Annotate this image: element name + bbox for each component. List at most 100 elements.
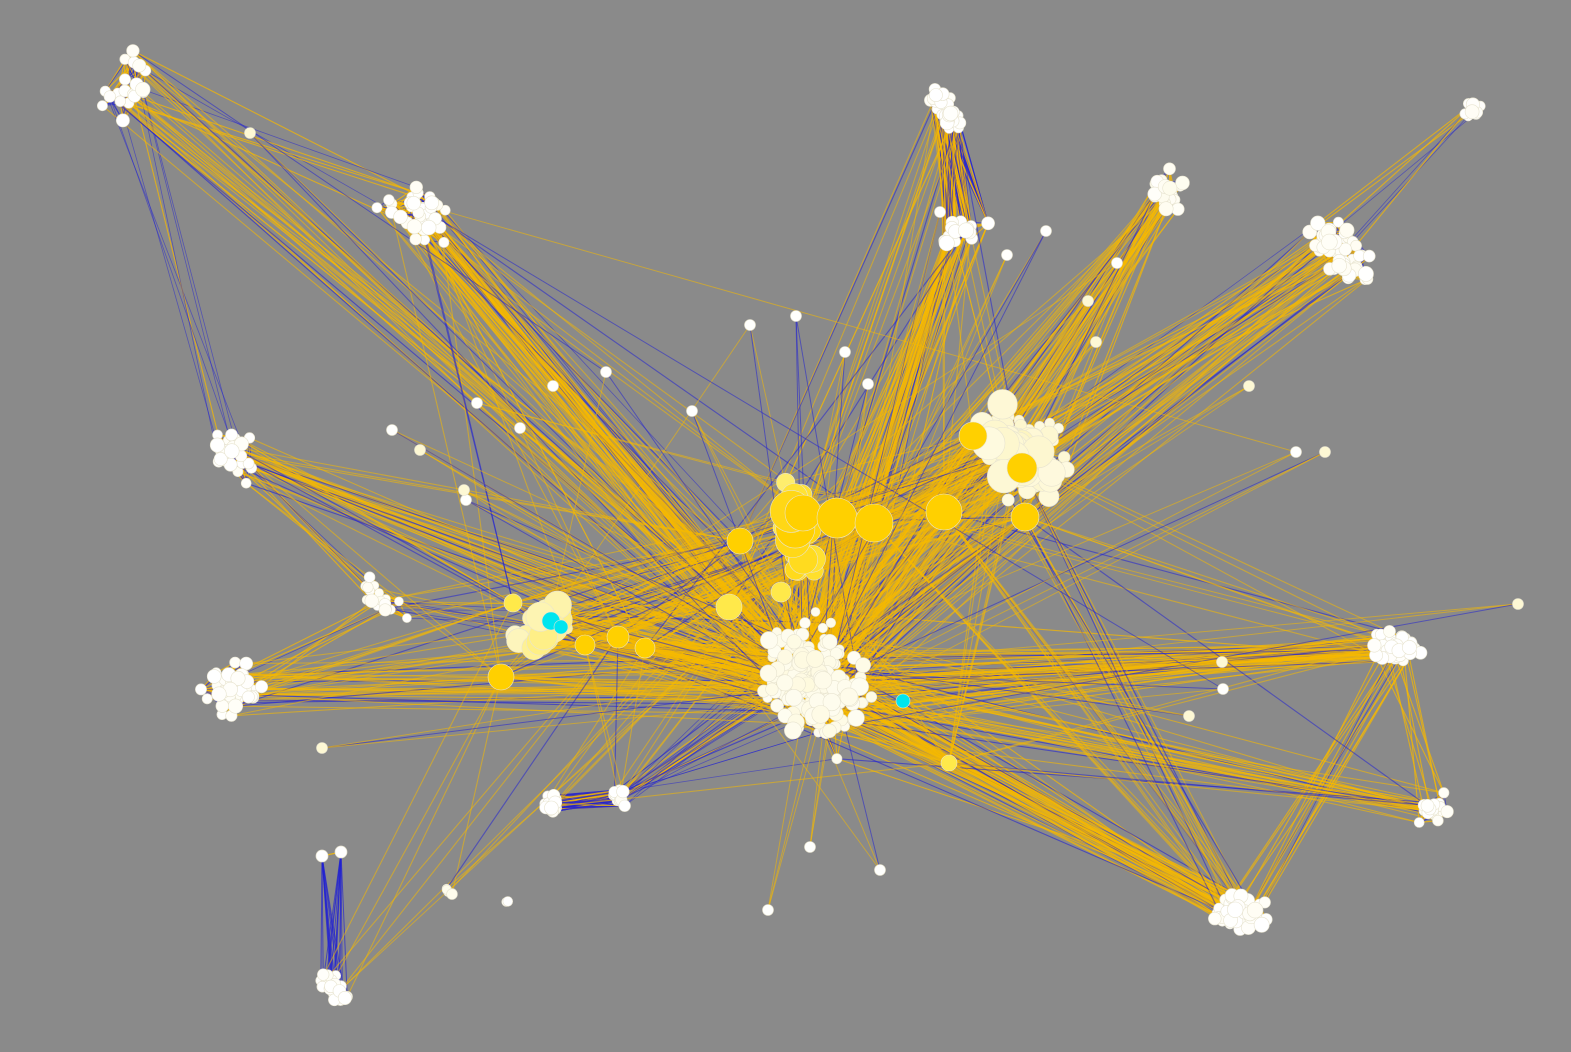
node[interactable] [393, 209, 408, 225]
node[interactable] [616, 784, 630, 799]
node[interactable] [770, 698, 784, 713]
node[interactable] [1362, 249, 1376, 263]
node[interactable] [760, 631, 779, 650]
node[interactable] [409, 233, 422, 246]
hub-node[interactable] [784, 494, 822, 532]
node[interactable] [874, 864, 886, 876]
node[interactable] [822, 693, 841, 712]
node[interactable] [244, 127, 256, 139]
node[interactable] [829, 647, 843, 660]
node[interactable] [790, 310, 802, 322]
hub-node[interactable] [606, 625, 630, 649]
node[interactable] [618, 799, 631, 812]
node[interactable] [799, 617, 811, 629]
hub-node[interactable] [634, 637, 656, 659]
node[interactable] [211, 686, 227, 702]
hub-node[interactable] [1006, 452, 1038, 484]
node[interactable] [1319, 446, 1331, 458]
hub-node[interactable] [925, 493, 963, 531]
node[interactable] [242, 457, 255, 470]
node[interactable] [810, 607, 821, 617]
node[interactable] [1339, 222, 1355, 238]
node[interactable] [817, 622, 828, 634]
node[interactable] [1040, 225, 1052, 237]
node[interactable] [777, 649, 793, 665]
node[interactable] [230, 670, 246, 686]
node[interactable] [206, 669, 222, 684]
node[interactable] [544, 800, 559, 816]
node[interactable] [119, 73, 131, 86]
node[interactable] [1171, 202, 1185, 216]
node[interactable] [784, 721, 802, 740]
node[interactable] [804, 841, 816, 853]
node[interactable] [776, 674, 794, 692]
node[interactable] [839, 687, 859, 706]
node[interactable] [822, 723, 837, 738]
node[interactable] [424, 195, 440, 211]
node[interactable] [458, 484, 470, 496]
node[interactable] [1290, 446, 1302, 458]
node[interactable] [241, 690, 255, 704]
hub-node[interactable] [574, 634, 596, 656]
node[interactable] [201, 693, 213, 705]
node[interactable] [1383, 625, 1396, 638]
node[interactable] [402, 613, 412, 623]
node[interactable] [1512, 598, 1524, 610]
node[interactable] [839, 346, 851, 358]
node[interactable] [1438, 787, 1450, 799]
node[interactable] [315, 849, 329, 863]
node[interactable] [942, 105, 959, 122]
node[interactable] [1111, 257, 1123, 269]
node[interactable] [1258, 896, 1271, 909]
hub-node[interactable] [940, 754, 958, 772]
node[interactable] [114, 95, 127, 107]
node[interactable] [446, 888, 458, 900]
node[interactable] [1162, 180, 1178, 196]
node[interactable] [686, 405, 698, 417]
highlight-node[interactable] [553, 619, 569, 635]
node[interactable] [116, 113, 130, 128]
node[interactable] [1440, 805, 1454, 819]
node[interactable] [195, 683, 207, 696]
node[interactable] [938, 235, 955, 252]
node[interactable] [1217, 683, 1229, 695]
hub-node[interactable] [958, 421, 988, 451]
node[interactable] [394, 596, 404, 607]
node[interactable] [1367, 638, 1382, 653]
node[interactable] [1147, 186, 1162, 202]
node[interactable] [934, 206, 946, 218]
node[interactable] [786, 634, 802, 650]
node[interactable] [1001, 249, 1013, 261]
node[interactable] [987, 389, 1018, 420]
hub-node[interactable] [854, 503, 894, 543]
node[interactable] [1464, 104, 1480, 119]
node[interactable] [981, 216, 995, 231]
node[interactable] [239, 656, 253, 671]
node[interactable] [847, 709, 865, 727]
node[interactable] [1333, 216, 1344, 228]
node[interactable] [132, 58, 147, 73]
node[interactable] [1216, 656, 1228, 668]
node[interactable] [929, 88, 943, 102]
node[interactable] [811, 705, 830, 724]
node[interactable] [821, 633, 838, 650]
node[interactable] [855, 657, 871, 674]
node[interactable] [363, 571, 376, 583]
node[interactable] [386, 424, 398, 436]
node[interactable] [126, 44, 140, 58]
node[interactable] [1243, 380, 1255, 392]
node[interactable] [547, 380, 559, 392]
node[interactable] [759, 664, 778, 682]
node[interactable] [1321, 233, 1338, 251]
node[interactable] [1350, 239, 1362, 252]
node[interactable] [1402, 640, 1417, 655]
node[interactable] [1358, 265, 1374, 282]
node[interactable] [317, 968, 330, 981]
hub-node[interactable] [1010, 502, 1040, 532]
node[interactable] [806, 649, 825, 668]
node[interactable] [460, 494, 472, 506]
node[interactable] [762, 904, 774, 916]
node[interactable] [378, 603, 392, 617]
node[interactable] [225, 428, 238, 442]
